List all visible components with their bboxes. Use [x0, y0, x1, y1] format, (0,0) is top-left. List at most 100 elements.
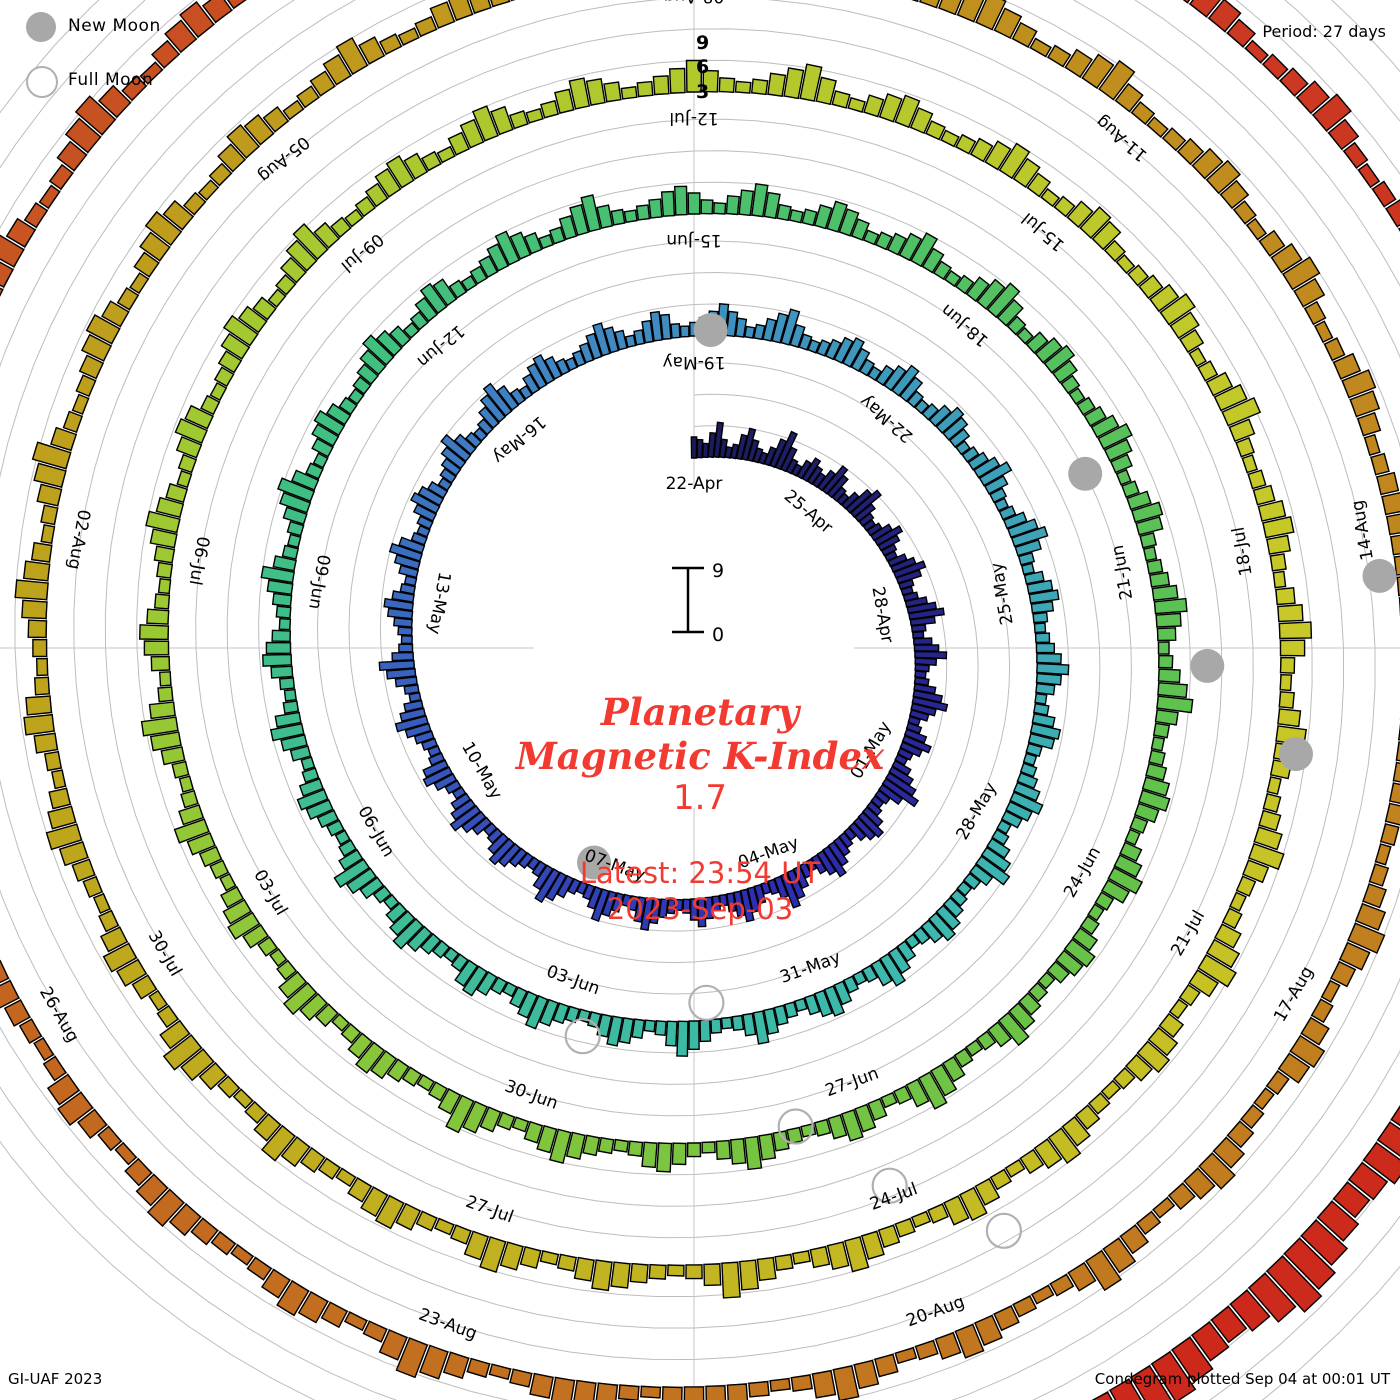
kp-bar [1027, 732, 1056, 750]
kp-bar [1212, 1136, 1246, 1169]
kp-bar [850, 347, 871, 373]
kp-bar [874, 1353, 899, 1378]
kp-bar [416, 1074, 435, 1092]
kp-bar [1330, 960, 1357, 988]
kp-bar [975, 855, 1011, 886]
kp-bar [1066, 200, 1094, 228]
kp-bar [529, 1372, 554, 1399]
kp-bar [25, 695, 53, 716]
kp-bar [741, 427, 757, 462]
kp-bar [654, 1020, 667, 1037]
kp-bar [1275, 587, 1296, 606]
kp-bar [420, 150, 442, 172]
kp-bar [1076, 396, 1096, 416]
kp-bar [1210, 1305, 1248, 1344]
kp-bar [511, 1116, 530, 1133]
kp-bar [685, 59, 703, 93]
kp-bar [729, 1138, 747, 1165]
kp-bar [591, 1259, 613, 1292]
kp-bar [101, 300, 130, 328]
kp-bar [731, 1014, 745, 1032]
kp-bar [412, 503, 438, 522]
kp-bar [1347, 922, 1386, 954]
kp-bar [836, 492, 850, 506]
kp-bar [862, 806, 884, 828]
kp-bar [176, 470, 193, 489]
kp-bar [848, 821, 867, 842]
kp-bar [850, 218, 870, 241]
kp-bar [912, 637, 933, 646]
kp-bar [773, 1004, 789, 1026]
kp-bar [858, 512, 875, 527]
kp-bar [243, 113, 275, 146]
kp-bar [585, 77, 606, 106]
kp-bar [190, 1217, 219, 1246]
kp-bar [921, 402, 940, 421]
kp-bar [852, 970, 868, 986]
kp-bar [305, 799, 334, 821]
kp-bar [490, 0, 511, 8]
kp-bar [1087, 903, 1105, 922]
kp-bar [894, 1217, 916, 1238]
kp-bar [338, 848, 364, 871]
kp-bar [790, 463, 803, 477]
kp-bar [863, 94, 885, 118]
kp-bar [399, 582, 417, 595]
kp-bar [720, 1016, 733, 1030]
kp-bar [740, 888, 755, 923]
kp-bar [816, 469, 837, 492]
kp-bar [1029, 37, 1052, 58]
kp-bar [965, 1039, 984, 1057]
kp-bar [967, 451, 990, 471]
kp-bar [282, 506, 308, 525]
kp-bar [1109, 453, 1133, 474]
kp-bar [733, 890, 746, 918]
kp-bar [121, 75, 148, 102]
kp-bar [383, 597, 414, 612]
kp-bar [476, 418, 494, 436]
kp-bar [262, 653, 293, 667]
kp-bar [358, 36, 386, 65]
kp-bar [197, 179, 220, 201]
kp-bar [385, 155, 415, 189]
kp-bar [450, 798, 477, 821]
kp-bar [1197, 360, 1219, 382]
kp-bar [833, 836, 851, 857]
kp-bar [756, 1256, 777, 1282]
kp-bar [150, 655, 171, 672]
kp-bar [1040, 187, 1061, 208]
kp-bar [1205, 159, 1241, 195]
date-label: 08-Aug [664, 0, 725, 6]
kp-bar [362, 334, 395, 366]
kp-bar [360, 1186, 389, 1218]
kp-bar [912, 630, 925, 639]
kp-bar [910, 702, 937, 717]
kp-bar [679, 325, 690, 338]
kp-bar [853, 816, 877, 841]
kp-bar [23, 713, 55, 736]
date-label: 15-Jun [666, 230, 721, 250]
kp-bar [1395, 741, 1400, 762]
kp-bar [282, 982, 318, 1016]
date-label: 06-Jul [185, 535, 213, 587]
kp-bar [804, 993, 821, 1016]
kp-bar [1393, 555, 1400, 576]
date-label: 03-Jun [544, 962, 603, 1000]
kp-bar [222, 314, 259, 347]
kp-bar [1205, 938, 1241, 969]
latest-timestamp: Latest: 23:54 UT 2023-Sep-03 [0, 855, 1400, 927]
kp-bar [949, 888, 968, 907]
kp-bar [996, 298, 1024, 327]
kp-bar [1157, 641, 1170, 655]
kp-bar [178, 775, 194, 793]
kp-bar [57, 1091, 94, 1126]
kp-bar [469, 265, 488, 285]
kp-bar [198, 845, 223, 868]
kp-bar [478, 406, 500, 429]
kp-bar [581, 883, 596, 901]
kp-bar [783, 1001, 799, 1019]
kp-bar [1022, 752, 1038, 767]
kp-bar [1171, 1336, 1214, 1383]
kp-bar [399, 707, 427, 723]
kp-bar [414, 296, 439, 323]
